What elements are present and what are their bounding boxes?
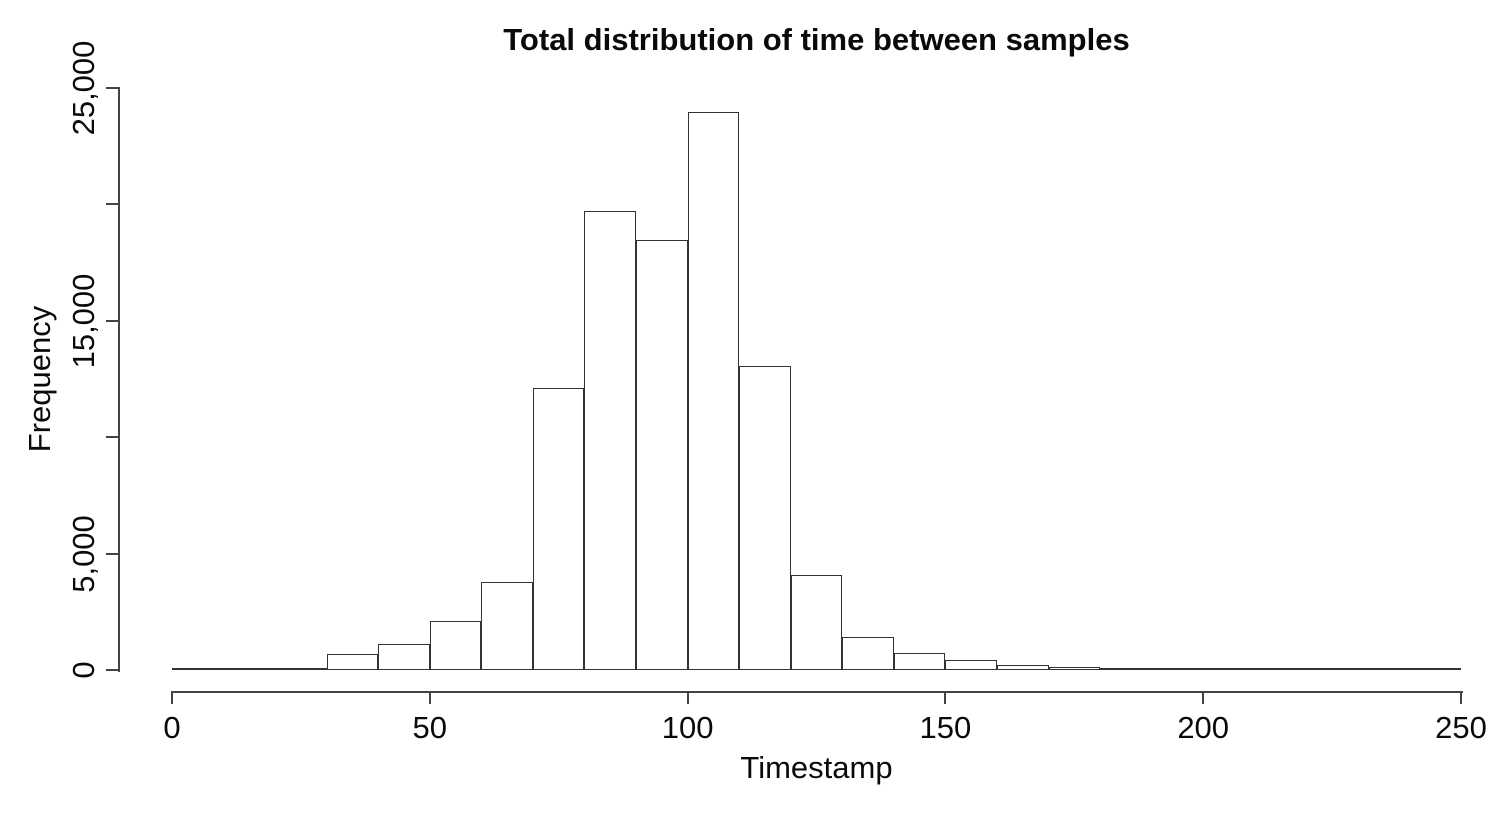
histogram-bar bbox=[1306, 668, 1358, 670]
y-tick-label: 15,000 bbox=[66, 273, 101, 369]
histogram-bar bbox=[739, 366, 791, 670]
y-axis-tick bbox=[106, 436, 120, 439]
y-axis-tick bbox=[106, 203, 120, 206]
y-axis-tick bbox=[106, 552, 120, 555]
plot-area bbox=[172, 88, 1461, 670]
x-axis-tick bbox=[686, 691, 689, 704]
y-tick-label: 5,000 bbox=[66, 514, 101, 593]
histogram-bar bbox=[429, 621, 482, 670]
x-axis-tick bbox=[944, 691, 947, 704]
x-tick-label: 100 bbox=[661, 710, 714, 745]
histogram-bar bbox=[584, 211, 637, 670]
histogram-bar bbox=[481, 581, 533, 670]
histogram-bar bbox=[1100, 668, 1152, 670]
histogram-bar bbox=[1409, 668, 1461, 670]
histogram-bar bbox=[275, 668, 327, 670]
x-tick-label: 150 bbox=[919, 710, 972, 745]
y-axis-tick bbox=[106, 669, 120, 671]
histogram-bar bbox=[1254, 668, 1307, 670]
x-axis-line bbox=[171, 691, 1463, 693]
y-axis-label: Frequency bbox=[22, 305, 57, 453]
chart-title: Total distribution of time between sampl… bbox=[503, 22, 1130, 57]
y-tick-label: 0 bbox=[66, 661, 101, 679]
x-tick-label: 0 bbox=[163, 710, 181, 745]
histogram-bar bbox=[636, 240, 688, 670]
x-axis-tick bbox=[171, 691, 173, 704]
histogram-bar bbox=[1048, 667, 1101, 670]
x-axis-tick bbox=[428, 691, 431, 704]
histogram-bar bbox=[893, 653, 946, 670]
x-axis-tick bbox=[1460, 691, 1462, 704]
histogram-bar bbox=[1151, 668, 1204, 670]
y-axis-line bbox=[118, 88, 120, 672]
x-tick-label: 250 bbox=[1435, 710, 1487, 745]
histogram-bar bbox=[172, 668, 224, 670]
histogram-bar bbox=[223, 668, 276, 670]
histogram-bar bbox=[687, 112, 740, 670]
x-tick-label: 50 bbox=[412, 710, 448, 745]
y-tick-label: 25,000 bbox=[66, 40, 101, 136]
histogram-bar bbox=[1357, 668, 1410, 670]
x-tick-label: 200 bbox=[1177, 710, 1230, 745]
histogram-bar bbox=[996, 664, 1049, 670]
x-axis-tick bbox=[1202, 691, 1205, 704]
histogram-bar bbox=[326, 653, 379, 670]
y-axis-tick bbox=[106, 87, 120, 89]
y-axis-tick bbox=[106, 319, 120, 322]
histogram-bar bbox=[945, 660, 997, 670]
histogram-bar bbox=[790, 575, 843, 670]
histogram-bar bbox=[532, 388, 585, 670]
histogram-bar bbox=[378, 644, 430, 670]
x-axis-label: Timestamp bbox=[740, 750, 893, 785]
histogram-bar bbox=[842, 636, 894, 670]
histogram-bar bbox=[1203, 668, 1255, 670]
